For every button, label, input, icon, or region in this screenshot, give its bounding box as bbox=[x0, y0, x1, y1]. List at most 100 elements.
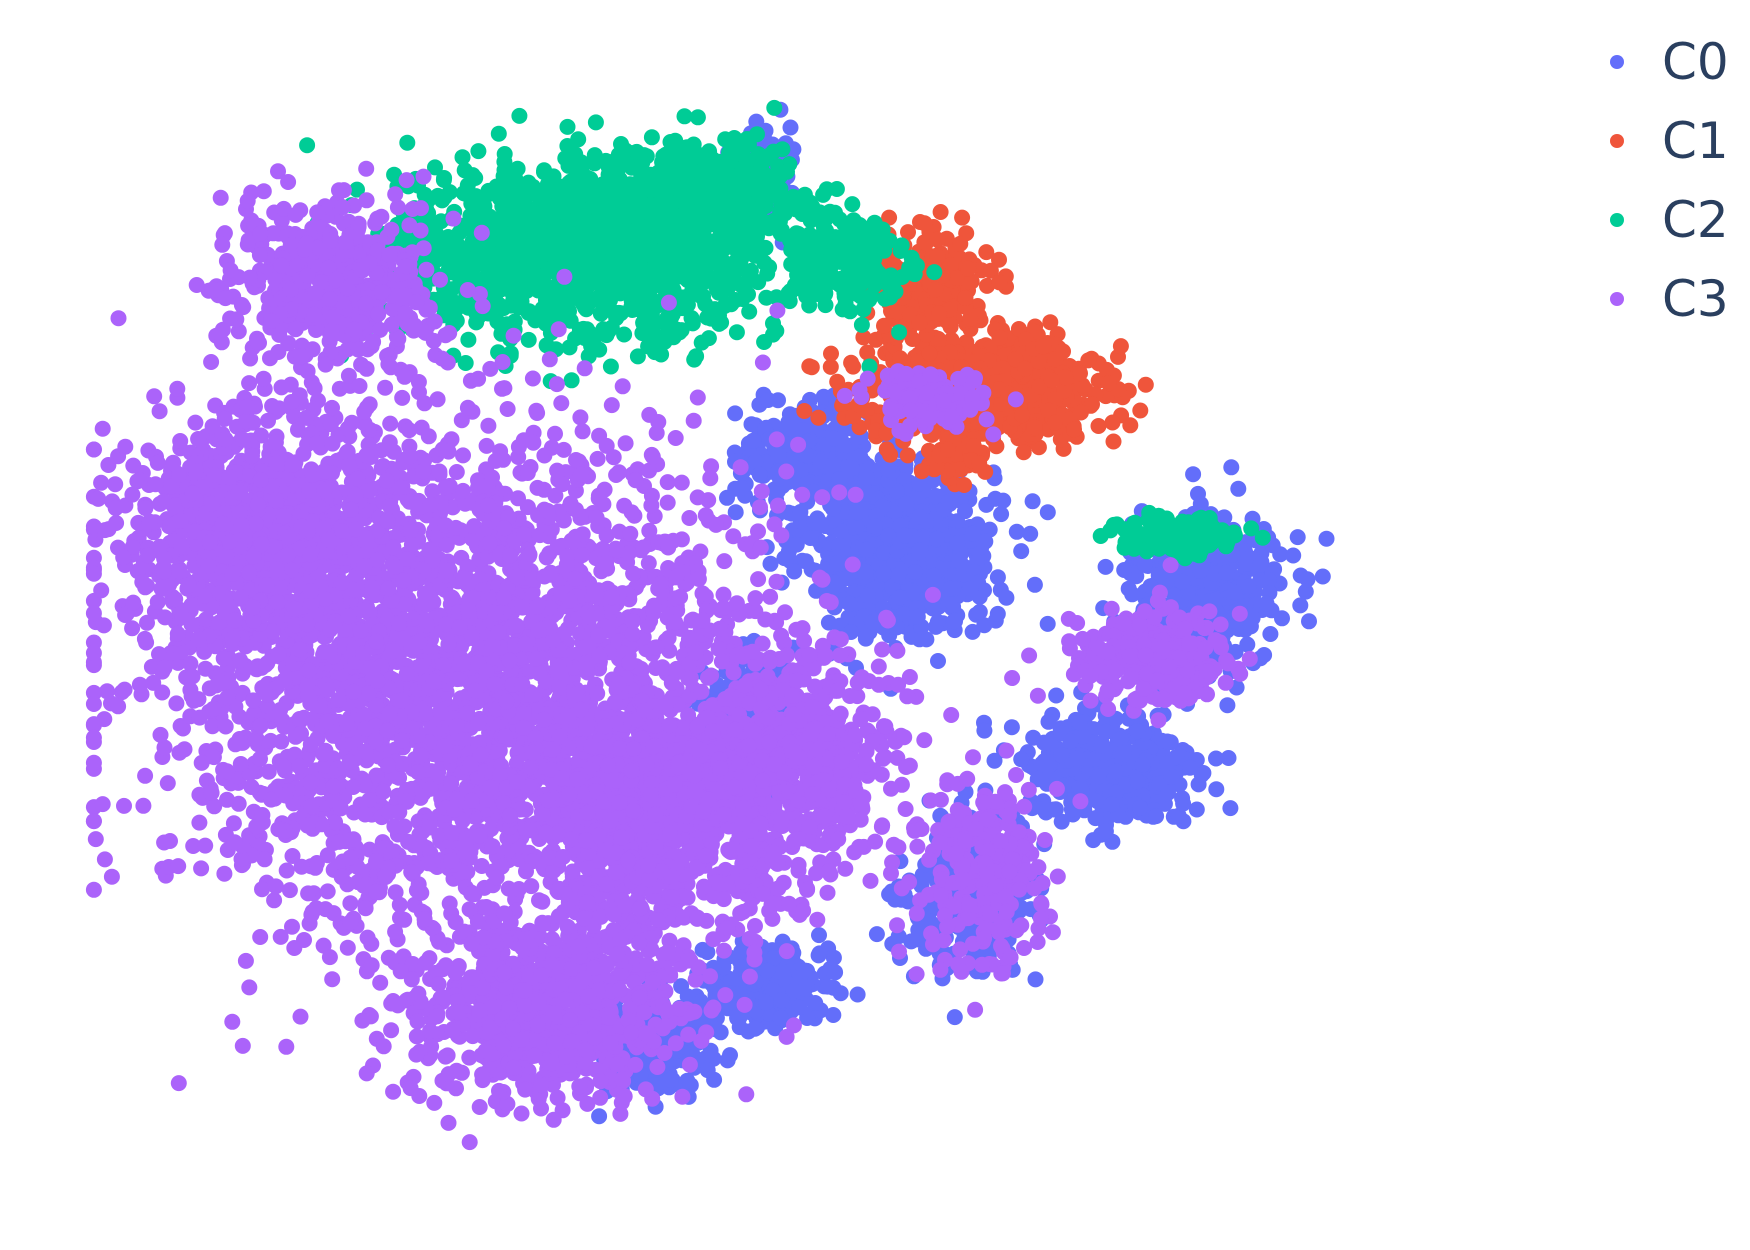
point-c1 bbox=[878, 441, 895, 458]
point-c0 bbox=[859, 587, 876, 604]
point-c2 bbox=[496, 146, 513, 162]
point-c2 bbox=[520, 331, 537, 348]
point-c0 bbox=[786, 563, 803, 580]
point-c1 bbox=[927, 281, 944, 298]
point-c2 bbox=[454, 149, 471, 166]
point-c0 bbox=[1069, 750, 1086, 767]
point-c1 bbox=[1100, 375, 1117, 392]
point-c0 bbox=[1148, 808, 1165, 825]
point-c0 bbox=[791, 999, 808, 1016]
point-c0 bbox=[751, 466, 768, 483]
point-c0 bbox=[792, 504, 809, 520]
point-c0 bbox=[812, 515, 829, 532]
point-c0 bbox=[1222, 800, 1239, 817]
point-c0 bbox=[1175, 795, 1192, 812]
point-c0 bbox=[1039, 504, 1056, 521]
point-c0 bbox=[1129, 723, 1146, 740]
point-c0 bbox=[1230, 480, 1247, 497]
point-c0 bbox=[772, 1010, 789, 1026]
point-c1 bbox=[1015, 444, 1032, 461]
point-c1 bbox=[899, 447, 916, 464]
point-c0 bbox=[1274, 610, 1290, 627]
point-c0 bbox=[1134, 756, 1151, 773]
point-c1 bbox=[1014, 407, 1031, 424]
point-c0 bbox=[1087, 810, 1104, 827]
point-c0 bbox=[929, 530, 945, 547]
point-c2 bbox=[563, 372, 580, 389]
point-c0 bbox=[722, 1047, 738, 1064]
point-c0 bbox=[971, 603, 988, 620]
point-c0 bbox=[1008, 523, 1025, 540]
point-c0 bbox=[1301, 613, 1317, 630]
point-c0 bbox=[699, 1062, 716, 1079]
point-c1 bbox=[931, 305, 948, 322]
point-c0 bbox=[662, 1071, 679, 1088]
point-c2 bbox=[511, 107, 528, 124]
point-c0 bbox=[731, 1019, 748, 1036]
point-c0 bbox=[849, 986, 866, 1003]
point-c0 bbox=[1003, 719, 1020, 736]
point-c0 bbox=[1040, 713, 1057, 730]
point-c0 bbox=[1013, 543, 1030, 560]
point-c0 bbox=[976, 722, 993, 739]
point-c1 bbox=[952, 235, 969, 252]
point-c0 bbox=[858, 469, 875, 486]
point-c0 bbox=[1132, 799, 1149, 816]
point-c0 bbox=[839, 570, 856, 587]
point-c0 bbox=[785, 983, 802, 999]
point-c1 bbox=[1122, 417, 1139, 434]
point-c0 bbox=[1242, 618, 1259, 635]
point-c1 bbox=[971, 455, 988, 472]
point-c0 bbox=[802, 530, 819, 546]
point-c0 bbox=[1218, 564, 1235, 581]
point-c0 bbox=[1239, 636, 1256, 653]
point-c0 bbox=[891, 589, 908, 606]
point-c0 bbox=[896, 527, 913, 544]
point-c1 bbox=[876, 317, 892, 334]
point-c0 bbox=[946, 1009, 963, 1026]
point-c1 bbox=[921, 345, 938, 362]
point-c0 bbox=[951, 553, 968, 569]
point-c1 bbox=[956, 477, 973, 493]
point-c0 bbox=[1027, 971, 1044, 988]
point-c0 bbox=[1258, 595, 1275, 612]
point-c0 bbox=[1024, 493, 1041, 510]
point-c0 bbox=[930, 653, 946, 669]
point-c1 bbox=[954, 209, 971, 226]
point-c0 bbox=[832, 985, 849, 1002]
point-c0 bbox=[1097, 823, 1114, 840]
point-c0 bbox=[1103, 796, 1120, 813]
point-c0 bbox=[898, 495, 915, 512]
point-c0 bbox=[989, 605, 1006, 622]
point-c0 bbox=[1182, 759, 1198, 776]
point-c0 bbox=[957, 503, 973, 520]
point-c0 bbox=[1112, 731, 1129, 748]
point-c1 bbox=[1105, 433, 1122, 450]
point-c0 bbox=[1098, 723, 1115, 740]
point-c1 bbox=[929, 231, 946, 248]
point-c2 bbox=[299, 137, 316, 154]
point-c0 bbox=[1097, 558, 1114, 575]
point-c1 bbox=[1080, 352, 1097, 369]
point-c0 bbox=[1071, 714, 1088, 731]
point-c0 bbox=[1299, 571, 1316, 588]
point-c1 bbox=[1043, 372, 1060, 389]
point-c0 bbox=[727, 405, 744, 422]
point-c0 bbox=[927, 618, 944, 635]
point-c1 bbox=[940, 441, 956, 458]
point-c1 bbox=[810, 409, 827, 426]
point-c0 bbox=[829, 555, 846, 572]
point-c0 bbox=[1192, 562, 1209, 579]
point-c0 bbox=[810, 947, 827, 964]
point-c0 bbox=[1163, 768, 1180, 785]
point-c0 bbox=[890, 567, 907, 584]
point-c0 bbox=[926, 567, 942, 584]
point-c0 bbox=[1116, 562, 1133, 578]
point-c0 bbox=[758, 994, 774, 1011]
point-c1 bbox=[1026, 419, 1043, 436]
point-c0 bbox=[1292, 597, 1309, 614]
point-c1 bbox=[1132, 402, 1149, 419]
point-c1 bbox=[965, 438, 982, 454]
point-c2 bbox=[629, 348, 646, 365]
point-c0 bbox=[964, 525, 981, 542]
